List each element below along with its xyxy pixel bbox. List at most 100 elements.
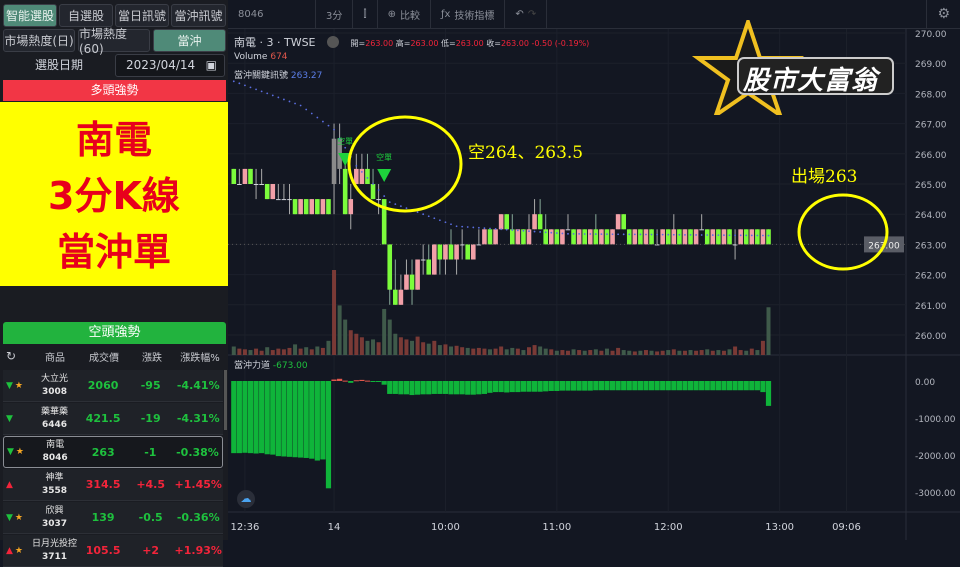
- key-signal-point: [277, 96, 280, 99]
- table-row[interactable]: ▼ 藥華藥 6446 421.5 -19 -4.31%: [3, 403, 223, 435]
- candle-body: [465, 244, 471, 260]
- triangle-up-icon: ▲: [6, 545, 13, 556]
- table-row[interactable]: ▲ 神準 3558 314.5 +4.5 +1.45%: [3, 469, 223, 501]
- volume-bar: [465, 347, 470, 355]
- key-signal-point: [511, 229, 514, 231]
- candle-body: [699, 229, 704, 231]
- key-signal-point: [366, 177, 369, 179]
- candle-body: [298, 199, 303, 215]
- force-bar: [609, 381, 616, 391]
- force-bar: [409, 381, 415, 396]
- candle-body: [504, 214, 510, 230]
- tab-daytrade-signal[interactable]: 當沖訊號: [171, 4, 226, 27]
- calendar-icon[interactable]: ▣: [205, 58, 217, 72]
- interval-button[interactable]: 3分: [316, 0, 354, 29]
- candle-body: [359, 168, 365, 184]
- volume-bar: [437, 345, 442, 355]
- star-icon[interactable]: ★: [15, 447, 24, 457]
- star-icon[interactable]: ★: [14, 545, 23, 556]
- key-signal-point: [544, 231, 547, 234]
- volume-bar: [565, 350, 570, 355]
- col-price[interactable]: 成交價: [89, 352, 119, 364]
- candle-body: [276, 199, 281, 201]
- key-signal-point: [739, 234, 742, 237]
- undo-icon[interactable]: ↶: [515, 8, 524, 20]
- date-input[interactable]: 2023/04/14 ▣: [115, 54, 225, 77]
- candle-body: [315, 199, 320, 215]
- candle-body: [660, 229, 665, 245]
- force-bar: [593, 381, 599, 391]
- key-signal-point: [288, 100, 291, 103]
- force-bar: [353, 380, 359, 382]
- compare-button[interactable]: ⊕ 比較: [378, 0, 431, 29]
- tab-daily-signal[interactable]: 當日訊號: [115, 4, 169, 27]
- force-bar: [298, 381, 304, 458]
- volume-bar: [721, 350, 726, 355]
- candle-body: [331, 138, 337, 184]
- force-bar: [437, 381, 443, 394]
- redo-icon[interactable]: ↷: [527, 8, 537, 20]
- price: 314.5: [85, 478, 121, 491]
- change: +2: [142, 544, 160, 557]
- col-change[interactable]: 漲跌: [142, 352, 162, 364]
- key-signal-point: [767, 234, 770, 237]
- change-pct: -0.36%: [176, 511, 220, 524]
- force-bar: [682, 381, 688, 391]
- key-signal-point: [667, 233, 670, 236]
- table-row[interactable]: ▼ ★ 大立光 3008 2060 -95 -4.41%: [3, 370, 223, 402]
- indicators-button[interactable]: ƒx 技術指標: [431, 0, 506, 29]
- settings-gear-icon[interactable]: ⚙: [926, 0, 960, 29]
- key-signal-point: [355, 164, 358, 167]
- star-icon[interactable]: ★: [14, 380, 23, 391]
- volume-bar: [538, 346, 543, 355]
- force-bar: [576, 381, 582, 391]
- stock-name: 日月光投控 3711: [32, 538, 78, 562]
- collapse-icon[interactable]: [327, 36, 340, 48]
- key-signal-point: [522, 229, 525, 232]
- candle-body: [632, 229, 638, 245]
- force-bar: [259, 381, 265, 454]
- symbol-input[interactable]: 8046: [228, 0, 316, 29]
- volume-bar: [543, 348, 548, 355]
- volume-bar: [699, 350, 704, 355]
- volume-bar: [332, 270, 337, 355]
- force-bar: [543, 381, 549, 392]
- price-chart[interactable]: 270.00 269.00 268.00 267.00 266.00 265.00 264.…: [0, 0, 960, 540]
- volume-bar: [488, 349, 493, 355]
- candle-body: [704, 229, 710, 245]
- volume-bar: [304, 347, 309, 355]
- table-row[interactable]: ▼ ★ 欣興 3037 139 -0.5 -0.36%: [3, 502, 223, 534]
- candle-body: [732, 244, 738, 246]
- bull-strength-header[interactable]: 多頭強勢: [3, 80, 226, 101]
- volume-bar: [415, 336, 420, 355]
- force-bar: [754, 381, 760, 391]
- force-bar: [732, 381, 738, 391]
- candle-style-icon[interactable]: ⫿: [353, 0, 378, 29]
- bear-strength-header[interactable]: 空頭強勢: [3, 322, 226, 344]
- volume-bar: [749, 348, 754, 355]
- col-name[interactable]: 商品: [45, 352, 65, 364]
- tab-daytrade[interactable]: 當沖: [153, 29, 226, 52]
- volume-bar: [616, 347, 621, 355]
- volume-bar: [460, 347, 465, 355]
- volume-bar: [638, 350, 643, 355]
- table-row[interactable]: ▼ ★ 南電 8046 263 -1 -0.38%: [3, 436, 223, 468]
- volume-bar: [738, 350, 743, 355]
- candle-body: [576, 229, 582, 245]
- force-legend: 當沖力道 -673.00: [234, 361, 308, 371]
- force-bar: [470, 381, 476, 395]
- tab-watchlist[interactable]: 自選股: [59, 4, 113, 27]
- volume-bar: [387, 319, 392, 355]
- candle-body: [459, 244, 465, 246]
- col-pct[interactable]: 漲跌幅%: [180, 352, 220, 364]
- star-icon[interactable]: ★: [14, 512, 23, 523]
- tab-smart-pick[interactable]: 智能選股: [3, 4, 57, 27]
- scrollbar[interactable]: [224, 370, 227, 430]
- brand-cloud-icon[interactable]: ☁: [237, 490, 255, 508]
- volume-bar: [521, 350, 526, 355]
- candle-body: [270, 184, 276, 200]
- overlay-title-box: 南電 3分K線 當沖單: [0, 102, 228, 286]
- tab-market-heat-day[interactable]: 市場熱度(日): [3, 29, 75, 52]
- change: -1: [144, 445, 157, 459]
- refresh-icon[interactable]: ↻: [6, 349, 17, 363]
